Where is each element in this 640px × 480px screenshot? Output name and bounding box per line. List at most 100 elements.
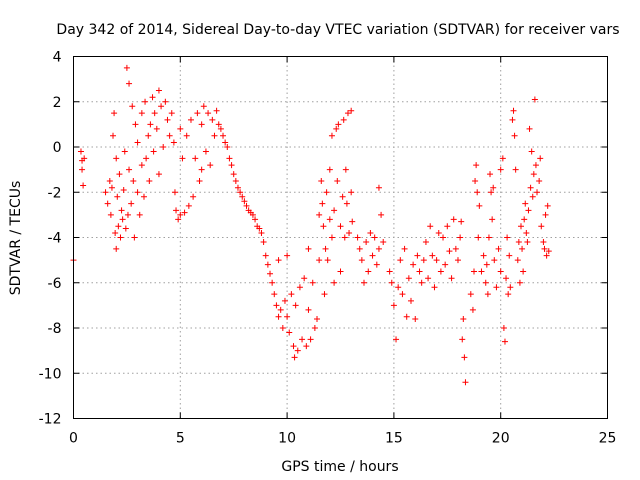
- data-point: [543, 252, 550, 259]
- data-point: [527, 184, 534, 191]
- data-point: [507, 284, 514, 291]
- data-point: [476, 202, 483, 209]
- data-point: [162, 98, 169, 105]
- data-point: [108, 184, 115, 191]
- data-point: [205, 110, 212, 117]
- data-point: [528, 148, 535, 155]
- data-point: [155, 171, 162, 178]
- data-point: [339, 193, 346, 200]
- axis-ticks: 0 5 10 15 20 25 -12 -10 -8 -6 -4 -2 0 2 4: [39, 50, 617, 447]
- data-point: [275, 257, 282, 264]
- data-point: [462, 379, 469, 386]
- data-point: [410, 261, 417, 268]
- data-point: [425, 275, 432, 282]
- data-point: [126, 80, 133, 87]
- data-point: [488, 189, 495, 196]
- chart-title: Day 342 of 2014, Sidereal Day-to-day VTE…: [56, 22, 619, 38]
- data-point: [459, 336, 466, 343]
- x-tick-label: 5: [176, 431, 185, 447]
- data-point: [318, 177, 325, 184]
- data-point: [401, 245, 408, 252]
- data-point: [512, 166, 519, 173]
- y-tick-label: 2: [53, 95, 62, 111]
- data-point: [337, 268, 344, 275]
- data-point: [326, 216, 333, 223]
- x-tick-label: 10: [278, 431, 296, 447]
- data-point: [166, 132, 173, 139]
- data-point: [429, 252, 436, 259]
- data-point: [111, 110, 118, 117]
- data-point: [226, 155, 233, 162]
- data-point: [343, 200, 350, 207]
- data-point: [326, 166, 333, 173]
- data-point: [249, 211, 256, 218]
- data-point: [504, 234, 511, 241]
- data-point: [348, 189, 355, 196]
- data-point: [164, 116, 171, 123]
- data-point: [454, 257, 461, 264]
- data-point: [323, 189, 330, 196]
- data-point: [414, 252, 421, 259]
- data-point: [485, 234, 492, 241]
- data-point: [356, 245, 363, 252]
- data-point: [264, 261, 271, 268]
- data-point: [416, 268, 423, 275]
- data-point: [194, 110, 201, 117]
- data-point: [77, 148, 84, 155]
- data-point: [525, 207, 532, 214]
- data-point: [316, 257, 323, 264]
- data-point: [288, 291, 295, 298]
- y-tick-label: -2: [48, 185, 62, 201]
- data-point: [335, 121, 342, 128]
- data-point: [506, 252, 513, 259]
- data-point: [215, 121, 222, 128]
- data-point: [262, 252, 269, 259]
- data-point: [217, 125, 224, 132]
- data-point: [346, 229, 353, 236]
- x-tick-label: 0: [69, 431, 78, 447]
- data-point: [241, 198, 248, 205]
- data-point: [155, 87, 162, 94]
- data-point: [403, 313, 410, 320]
- data-point: [294, 347, 301, 354]
- data-point: [427, 223, 434, 230]
- data-point: [349, 218, 356, 225]
- data-point: [489, 216, 496, 223]
- data-point: [484, 291, 491, 298]
- data-point: [348, 107, 355, 114]
- data-point: [405, 275, 412, 282]
- data-point: [305, 306, 312, 313]
- data-point: [136, 211, 143, 218]
- data-point: [536, 177, 543, 184]
- data-point: [522, 200, 529, 207]
- data-point: [469, 306, 476, 313]
- data-point: [271, 291, 278, 298]
- data-point: [113, 245, 120, 252]
- data-point: [296, 284, 303, 291]
- data-point: [224, 144, 231, 150]
- data-point: [509, 116, 516, 123]
- data-point: [371, 234, 378, 241]
- data-point: [142, 98, 149, 105]
- data-point: [380, 239, 387, 246]
- data-point: [340, 116, 347, 123]
- data-point: [503, 275, 510, 282]
- data-point: [524, 239, 531, 246]
- data-point: [134, 139, 141, 146]
- data-point: [493, 284, 500, 291]
- data-point: [113, 155, 120, 162]
- data-point: [344, 110, 351, 117]
- data-point: [388, 279, 395, 286]
- data-point: [331, 207, 338, 214]
- data-point: [117, 234, 124, 241]
- y-tick-label: -6: [48, 276, 62, 292]
- y-tick-label: -12: [39, 412, 62, 428]
- data-point: [365, 268, 372, 275]
- data-point: [461, 354, 468, 361]
- data-point: [446, 248, 453, 255]
- y-tick-label: 4: [53, 50, 62, 66]
- y-tick-label: -8: [48, 321, 62, 337]
- y-tick-label: -4: [48, 231, 62, 247]
- data-point: [149, 94, 156, 101]
